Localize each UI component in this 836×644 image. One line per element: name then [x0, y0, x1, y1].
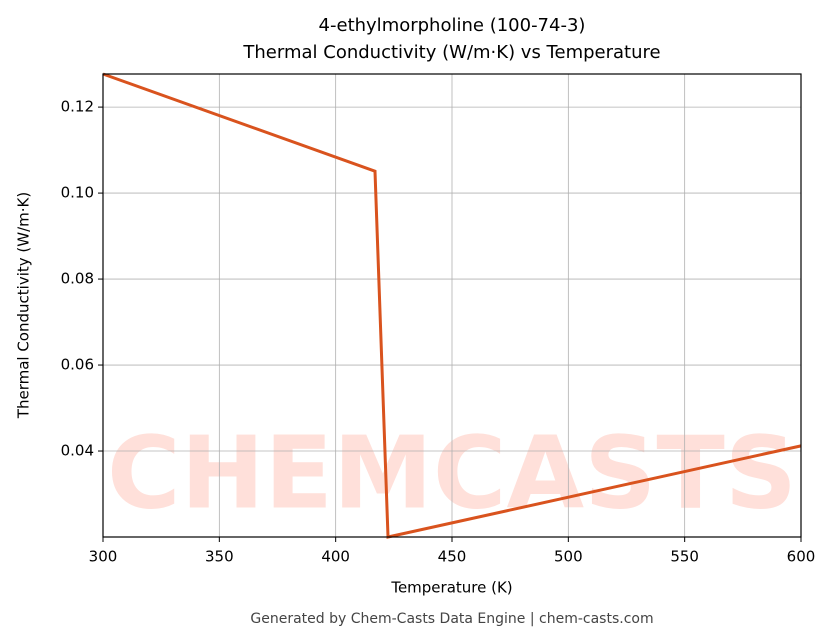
chart-subtitle: Thermal Conductivity (W/m·K) vs Temperat…	[242, 42, 660, 63]
y-tick-label: 0.10	[61, 184, 94, 202]
x-tick-label: 450	[438, 548, 467, 566]
y-tick-label: 0.06	[61, 356, 94, 374]
y-axis-label: Thermal Conductivity (W/m·K)	[15, 192, 33, 419]
y-tick-label: 0.12	[61, 98, 94, 116]
y-tick-label: 0.08	[61, 270, 94, 288]
x-tick-label: 600	[787, 548, 816, 566]
x-tick-label: 400	[321, 548, 350, 566]
x-tick-label: 550	[670, 548, 699, 566]
line	[102, 72, 802, 539]
chart-title: 4-ethylmorpholine (100-74-3)	[319, 15, 586, 36]
footer: Generated by Chem-Casts Data Engine | ch…	[250, 611, 653, 627]
x-tick-label: 300	[89, 548, 118, 566]
x-axis-label: Temperature (K)	[390, 579, 512, 597]
y-tick-label: 0.04	[61, 442, 94, 460]
x-tick-label: 500	[554, 548, 583, 566]
x-tick-label: 350	[205, 548, 234, 566]
plot-frame	[102, 73, 802, 538]
